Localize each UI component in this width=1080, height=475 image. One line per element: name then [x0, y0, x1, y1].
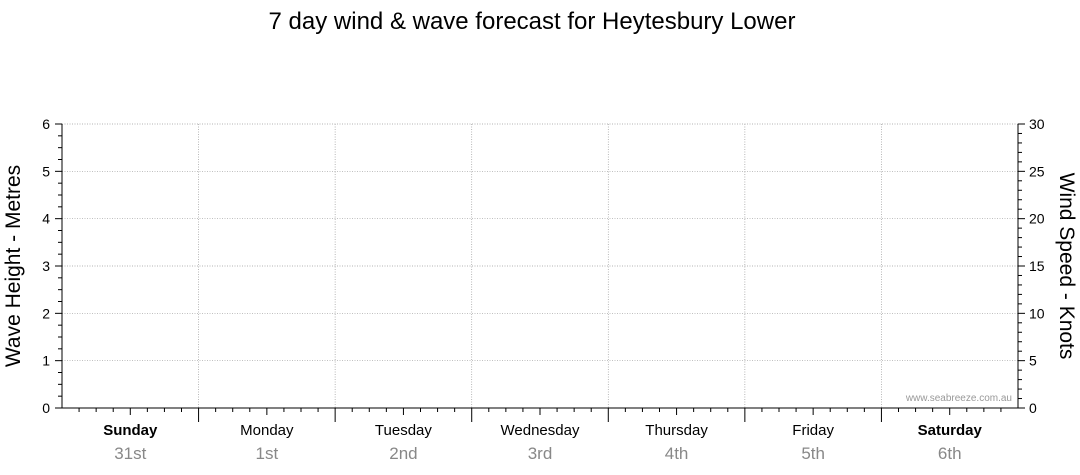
- left-tick-label: 0: [42, 400, 50, 416]
- left-tick-label: 5: [42, 163, 50, 179]
- day-name-label: Monday: [240, 422, 294, 439]
- left-tick-label: 4: [42, 211, 50, 227]
- right-tick-label: 30: [1029, 116, 1045, 132]
- right-tick-label: 10: [1029, 305, 1045, 321]
- left-axis-title: Wave Height - Metres: [2, 165, 25, 367]
- axes: [61, 124, 1019, 422]
- right-tick-label: 20: [1029, 211, 1045, 227]
- day-name-label: Saturday: [918, 422, 983, 439]
- grid: [62, 123, 1018, 408]
- day-date-label: 4th: [665, 444, 689, 463]
- left-tick-label: 3: [42, 258, 50, 274]
- left-tick-label: 6: [42, 116, 50, 132]
- day-name-label: Tuesday: [375, 422, 432, 439]
- day-name-label: Thursday: [645, 422, 708, 439]
- right-tick-label: 0: [1029, 400, 1037, 416]
- left-tick-label: 2: [42, 305, 50, 321]
- right-tick-label: 15: [1029, 258, 1045, 274]
- day-name-label: Friday: [792, 422, 834, 439]
- day-name-label: Wednesday: [501, 422, 580, 439]
- left-axis-ticks: 0 1 2 3 4 5 6: [42, 116, 62, 416]
- right-axis-ticks: 0 5 10 15 20 25 30: [1018, 116, 1045, 416]
- day-name-label: Sunday: [103, 422, 158, 439]
- day-date-label: 6th: [938, 444, 962, 463]
- day-date-label: 31st: [114, 444, 146, 463]
- day-date-label: 5th: [801, 444, 825, 463]
- day-date-label: 1st: [256, 444, 279, 463]
- left-tick-label: 1: [42, 353, 50, 369]
- right-tick-label: 25: [1029, 163, 1045, 179]
- day-labels: Sunday 31st Monday 1st Tuesday 2nd Wednesday 3r…: [103, 422, 982, 463]
- day-date-label: 2nd: [389, 444, 417, 463]
- watermark: www.seabreeze.com.au: [905, 393, 1012, 404]
- day-date-label: 3rd: [528, 444, 553, 463]
- right-tick-label: 5: [1029, 353, 1037, 369]
- chart-title: 7 day wind & wave forecast for Heytesbur…: [269, 8, 796, 35]
- right-axis-title: Wind Speed - Knots: [1055, 173, 1078, 360]
